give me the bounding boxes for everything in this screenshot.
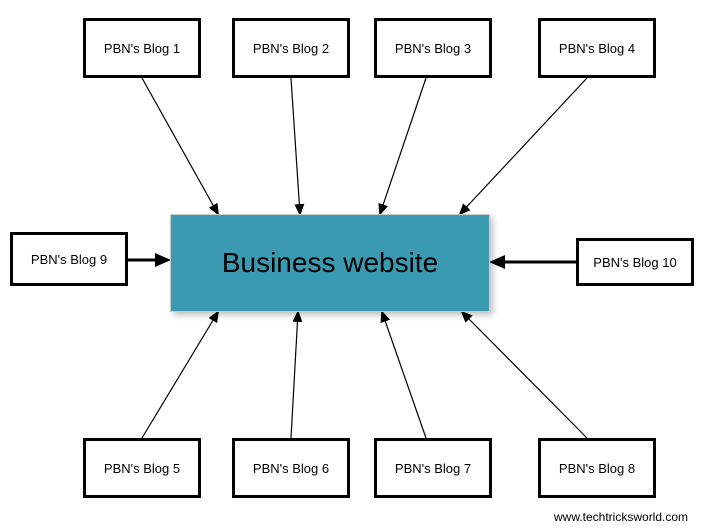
pbn-node-blog6: PBN's Blog 6 (232, 438, 350, 498)
pbn-node-label: PBN's Blog 5 (104, 461, 180, 476)
edge-blog3 (380, 78, 426, 214)
pbn-node-blog5: PBN's Blog 5 (83, 438, 201, 498)
edge-blog7 (382, 312, 426, 438)
edge-blog8 (462, 312, 587, 438)
pbn-node-label: PBN's Blog 8 (559, 461, 635, 476)
pbn-node-label: PBN's Blog 3 (395, 41, 471, 56)
edge-blog4 (460, 78, 587, 214)
pbn-node-label: PBN's Blog 9 (31, 252, 107, 267)
pbn-node-blog4: PBN's Blog 4 (538, 18, 656, 78)
pbn-node-label: PBN's Blog 10 (593, 255, 676, 270)
pbn-node-blog3: PBN's Blog 3 (374, 18, 492, 78)
edge-blog6 (291, 312, 298, 438)
edge-blog5 (142, 312, 218, 438)
attribution-text: www.techtricksworld.com (554, 510, 688, 524)
pbn-node-blog10: PBN's Blog 10 (576, 238, 694, 286)
diagram-canvas: Business website PBN's Blog 1 PBN's Blog … (0, 0, 726, 529)
pbn-node-label: PBN's Blog 4 (559, 41, 635, 56)
center-business-website: Business website (170, 214, 490, 312)
pbn-node-blog9: PBN's Blog 9 (10, 232, 128, 286)
edge-blog2 (291, 78, 300, 214)
pbn-node-label: PBN's Blog 1 (104, 41, 180, 56)
pbn-node-label: PBN's Blog 2 (253, 41, 329, 56)
center-label: Business website (222, 247, 438, 279)
pbn-node-blog8: PBN's Blog 8 (538, 438, 656, 498)
edge-blog1 (142, 78, 218, 214)
pbn-node-blog1: PBN's Blog 1 (83, 18, 201, 78)
pbn-node-label: PBN's Blog 6 (253, 461, 329, 476)
pbn-node-blog7: PBN's Blog 7 (374, 438, 492, 498)
pbn-node-blog2: PBN's Blog 2 (232, 18, 350, 78)
pbn-node-label: PBN's Blog 7 (395, 461, 471, 476)
